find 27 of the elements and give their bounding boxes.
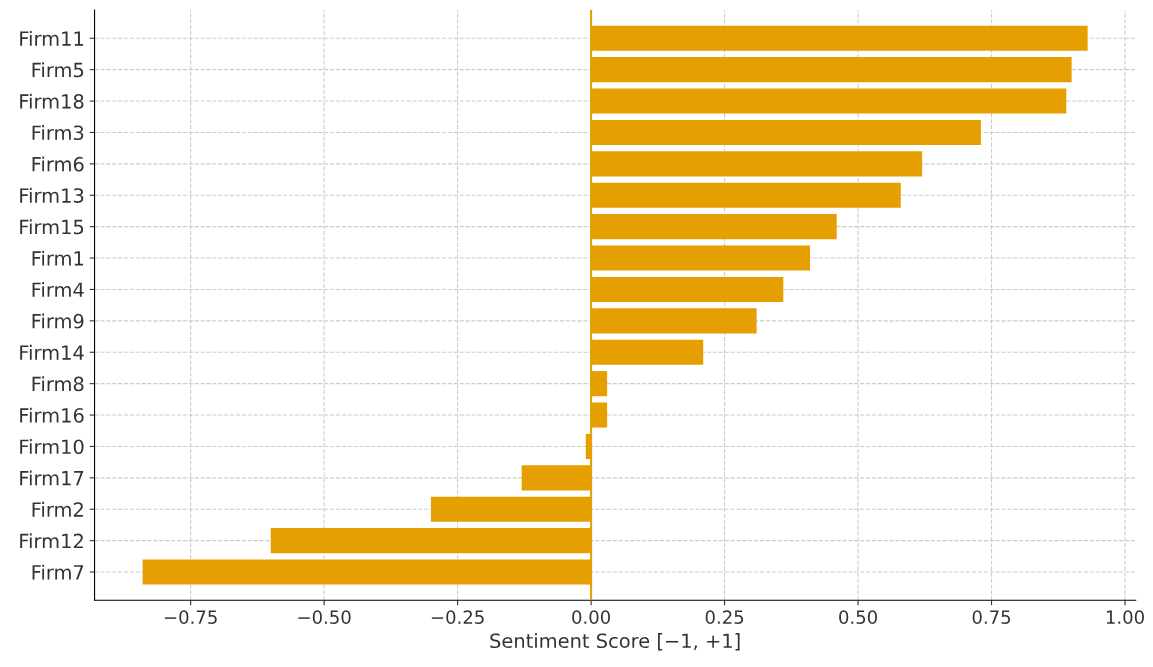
- y-tick-label: Firm13: [20, 187, 84, 203]
- y-tick-label: Firm16: [20, 407, 84, 423]
- y-tick-label: Firm2: [32, 501, 83, 517]
- x-tick-label: 0.50: [839, 610, 877, 624]
- y-tick-label: Firm1: [32, 250, 84, 266]
- y-tick-label: Firm18: [20, 93, 84, 109]
- x-tick-label: 0.25: [705, 610, 744, 624]
- y-tick-label: Firm15: [20, 219, 84, 235]
- y-tick-label: Firm4: [32, 282, 84, 297]
- y-tick-label: Firm7: [32, 564, 84, 580]
- x-tick-label: −0.25: [431, 610, 484, 624]
- y-tick-label: Firm3: [32, 125, 84, 141]
- x-tick-label: 0.75: [972, 610, 1011, 624]
- y-tick-label: Firm6: [32, 156, 84, 172]
- y-tick-label: Firm12: [20, 533, 83, 549]
- x-tick-label: −0.75: [164, 610, 217, 624]
- y-tick-label: Firm14: [20, 344, 84, 360]
- y-tick-label: Firm8: [32, 376, 84, 392]
- x-axis-title: Sentiment Score [−1, +1]: [490, 633, 740, 651]
- y-tick-label: Firm17: [20, 470, 84, 486]
- y-tick-label: Firm11: [20, 30, 84, 46]
- y-tick-label: Firm5: [32, 62, 84, 78]
- y-tick-label: Firm9: [32, 313, 84, 329]
- x-tick-label: 1.00: [1106, 610, 1144, 624]
- x-tick-label: −0.50: [298, 610, 351, 624]
- x-tick-label: 0.00: [572, 610, 610, 624]
- y-tick-label: Firm10: [20, 439, 84, 455]
